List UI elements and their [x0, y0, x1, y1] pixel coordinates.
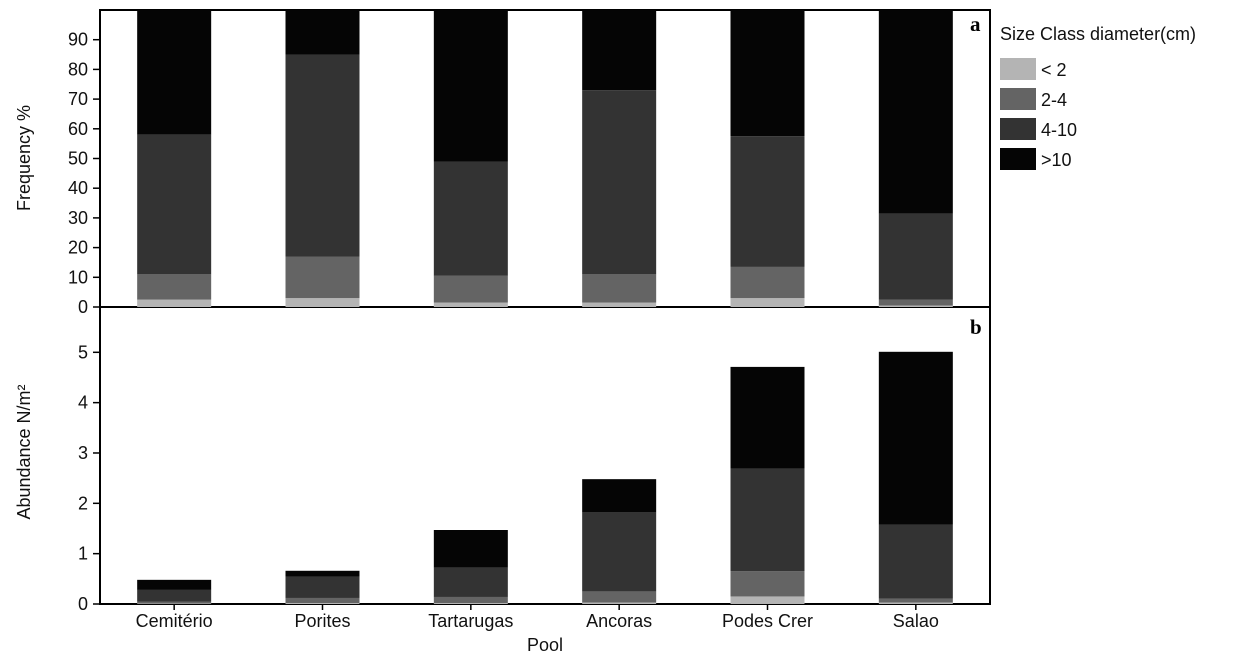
bar-a-ancoras-2-4	[582, 274, 657, 303]
bar-b-tartarugas-gt-10	[433, 530, 508, 568]
bar-b-salao-4-10	[878, 524, 953, 599]
bar-b-ancoras-gt-10	[582, 479, 657, 513]
legend-swatch	[1000, 58, 1036, 80]
panel-b-bars	[137, 351, 953, 604]
legend-label: >10	[1041, 150, 1072, 170]
bar-b-salao-gt-10	[878, 351, 953, 525]
y-tick-label: 4	[78, 393, 88, 413]
y-tick-label: 2	[78, 493, 88, 513]
panel-b-frame	[99, 306, 991, 605]
bar-a-podes-crer-4-10	[730, 136, 805, 267]
legend-label: 2-4	[1041, 90, 1067, 110]
y-tick-label: 0	[78, 297, 88, 317]
panel-b-y-axis-title: Abundance N/m²	[14, 384, 34, 519]
y-tick-label: 40	[68, 178, 88, 198]
panel-a-frame	[99, 9, 991, 308]
bar-b-porites-2-4	[285, 597, 360, 603]
bar-a-porites-4-10	[285, 54, 360, 257]
bar-a-podes-crer-2-4	[730, 266, 805, 299]
x-tick-label-podes-crer: Podes Crer	[722, 611, 813, 631]
bar-b-cemit-rio-lt-2	[137, 603, 212, 604]
legend-label: < 2	[1041, 60, 1067, 80]
x-axis: Cemitério Porites Tartarugas Ancoras Podes C…	[136, 604, 939, 631]
bar-a-salao-2-4	[878, 299, 953, 306]
x-tick-label-ancoras: Ancoras	[586, 611, 652, 631]
x-tick-label-cemiterio: Cemitério	[136, 611, 213, 631]
y-tick-label: 20	[68, 238, 88, 258]
legend-label: 4-10	[1041, 120, 1077, 140]
bar-b-cemit-rio-gt-10	[137, 579, 212, 590]
bar-a-tartarugas-gt-10	[433, 10, 508, 162]
legend: Size Class diameter(cm) < 2 2-4 4-10 >10	[1000, 24, 1196, 170]
legend-swatch	[1000, 148, 1036, 170]
y-tick-label: 3	[78, 443, 88, 463]
bar-b-porites-4-10	[285, 576, 360, 598]
bar-a-ancoras-lt-2	[582, 302, 657, 307]
y-tick-label: 1	[78, 544, 88, 564]
bar-b-ancoras-2-4	[582, 591, 657, 603]
legend-swatch	[1000, 88, 1036, 110]
x-axis-title: Pool	[527, 635, 563, 655]
bar-a-porites-2-4	[285, 256, 360, 299]
y-tick-label: 50	[68, 149, 88, 169]
bar-b-podes-crer-gt-10	[730, 366, 805, 469]
y-tick-label: 60	[68, 119, 88, 139]
panel-a-letter: a	[970, 12, 981, 36]
y-tick-label: 70	[68, 89, 88, 109]
bar-a-cemit-rio-lt-2	[137, 299, 212, 307]
bar-a-salao-4-10	[878, 213, 953, 300]
panel-b-y-axis: 0 1 2 3 4 5	[78, 342, 100, 614]
bar-b-ancoras-lt-2	[582, 602, 657, 604]
bar-a-porites-lt-2	[285, 298, 360, 307]
bar-b-podes-crer-2-4	[730, 571, 805, 597]
y-tick-label: 5	[78, 342, 88, 362]
x-tick-label-salao: Salao	[893, 611, 939, 631]
bar-a-salao-gt-10	[878, 10, 953, 214]
y-tick-label: 10	[68, 267, 88, 287]
bar-b-cemit-rio-4-10	[137, 589, 212, 602]
bar-a-ancoras-gt-10	[582, 10, 657, 91]
bar-b-porites-lt-2	[285, 602, 360, 604]
panel-b-letter: b	[970, 315, 982, 339]
y-tick-label: 90	[68, 30, 88, 50]
bar-a-cemit-rio-2-4	[137, 274, 212, 300]
legend-title: Size Class diameter(cm)	[1000, 24, 1196, 44]
bar-b-podes-crer-4-10	[730, 468, 805, 572]
bar-b-tartarugas-lt-2	[433, 602, 508, 604]
bar-b-podes-crer-lt-2	[730, 596, 805, 604]
bar-a-salao-lt-2	[878, 305, 953, 307]
panel-a-bars	[137, 10, 953, 307]
bar-b-porites-gt-10	[285, 570, 360, 577]
bar-a-podes-crer-gt-10	[730, 10, 805, 137]
x-tick-label-porites: Porites	[294, 611, 350, 631]
bar-a-tartarugas-lt-2	[433, 302, 508, 307]
y-tick-label: 30	[68, 208, 88, 228]
bar-b-salao-2-4	[878, 598, 953, 603]
legend-swatch	[1000, 118, 1036, 140]
bar-a-cemit-rio-gt-10	[137, 10, 212, 135]
bar-b-tartarugas-4-10	[433, 567, 508, 597]
y-tick-label: 80	[68, 59, 88, 79]
bar-a-tartarugas-2-4	[433, 275, 508, 303]
bar-a-tartarugas-4-10	[433, 161, 508, 276]
bar-b-cemit-rio-2-4	[137, 601, 212, 604]
bar-a-podes-crer-lt-2	[730, 298, 805, 307]
panel-a-y-axis: 0 10 20 30 40 50 60 70 80 90	[68, 30, 100, 317]
x-tick-label-tartarugas: Tartarugas	[428, 611, 513, 631]
bar-b-salao-lt-2	[878, 602, 953, 604]
bar-a-cemit-rio-4-10	[137, 134, 212, 275]
y-tick-label: 0	[78, 594, 88, 614]
bar-a-ancoras-4-10	[582, 90, 657, 275]
panel-a-y-axis-title: Frequency %	[14, 105, 34, 211]
bar-b-ancoras-4-10	[582, 512, 657, 592]
bar-b-tartarugas-2-4	[433, 596, 508, 603]
bar-a-porites-gt-10	[285, 10, 360, 55]
